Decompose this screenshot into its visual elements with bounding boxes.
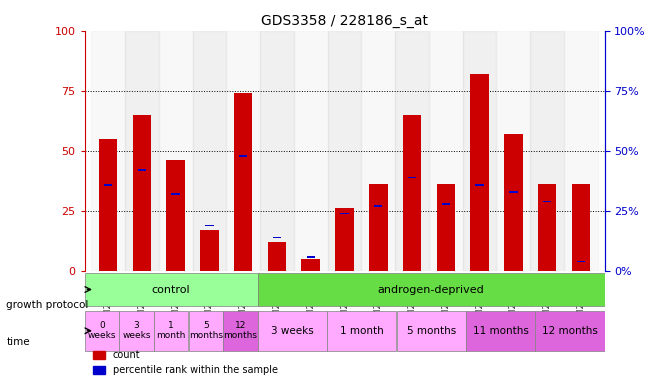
Bar: [192, 31, 226, 271]
Text: 5 months: 5 months: [406, 326, 456, 336]
Legend: count, percentile rank within the sample: count, percentile rank within the sample: [89, 346, 281, 379]
Bar: [172, 194, 180, 195]
Text: 12
months: 12 months: [224, 321, 257, 341]
Bar: [205, 225, 214, 226]
Bar: [307, 256, 315, 258]
Text: 12 months: 12 months: [542, 326, 598, 336]
Text: growth protocol: growth protocol: [6, 300, 89, 310]
Bar: [91, 31, 125, 271]
Bar: [119, 311, 154, 351]
Bar: [466, 311, 535, 351]
Bar: [273, 237, 281, 238]
Text: androgen-deprived: androgen-deprived: [378, 285, 484, 295]
Text: 11 months: 11 months: [473, 326, 528, 336]
Bar: [226, 31, 260, 271]
Text: control: control: [152, 285, 190, 295]
Bar: [258, 311, 327, 351]
Bar: [166, 161, 185, 271]
Bar: [403, 115, 421, 271]
Bar: [471, 74, 489, 271]
Bar: [133, 115, 151, 271]
Bar: [535, 311, 604, 351]
Bar: [294, 31, 328, 271]
Bar: [327, 311, 396, 351]
Bar: [328, 31, 361, 271]
Text: 0
weeks: 0 weeks: [88, 321, 116, 341]
Bar: [504, 134, 523, 271]
Text: time: time: [6, 337, 30, 347]
Bar: [408, 177, 416, 178]
Bar: [268, 242, 286, 271]
Text: 5
months: 5 months: [189, 321, 223, 341]
Bar: [154, 311, 188, 351]
Bar: [530, 31, 564, 271]
Bar: [497, 31, 530, 271]
Bar: [200, 230, 218, 271]
Bar: [396, 311, 466, 351]
Bar: [374, 205, 382, 207]
Bar: [138, 169, 146, 171]
Bar: [475, 184, 484, 185]
Bar: [395, 31, 429, 271]
Bar: [577, 261, 585, 262]
Bar: [223, 311, 258, 351]
Text: 3 weeks: 3 weeks: [271, 326, 314, 336]
Bar: [188, 311, 223, 351]
Bar: [369, 184, 387, 271]
Bar: [159, 31, 192, 271]
Bar: [234, 93, 252, 271]
Bar: [341, 213, 348, 214]
Bar: [571, 184, 590, 271]
Title: GDS3358 / 228186_s_at: GDS3358 / 228186_s_at: [261, 14, 428, 28]
Bar: [538, 184, 556, 271]
Bar: [239, 155, 248, 157]
Text: 1 month: 1 month: [340, 326, 383, 336]
Bar: [258, 273, 604, 306]
Bar: [441, 203, 450, 205]
Bar: [564, 31, 598, 271]
Bar: [335, 209, 354, 271]
Bar: [543, 200, 551, 202]
Bar: [84, 273, 258, 306]
Bar: [509, 191, 517, 193]
Bar: [302, 259, 320, 271]
Bar: [125, 31, 159, 271]
Bar: [361, 31, 395, 271]
Text: 1
month: 1 month: [157, 321, 186, 341]
Bar: [429, 31, 463, 271]
Bar: [260, 31, 294, 271]
Text: 3
weeks: 3 weeks: [122, 321, 151, 341]
Bar: [437, 184, 455, 271]
Bar: [99, 139, 118, 271]
Bar: [463, 31, 497, 271]
Bar: [84, 311, 119, 351]
Bar: [104, 184, 112, 185]
